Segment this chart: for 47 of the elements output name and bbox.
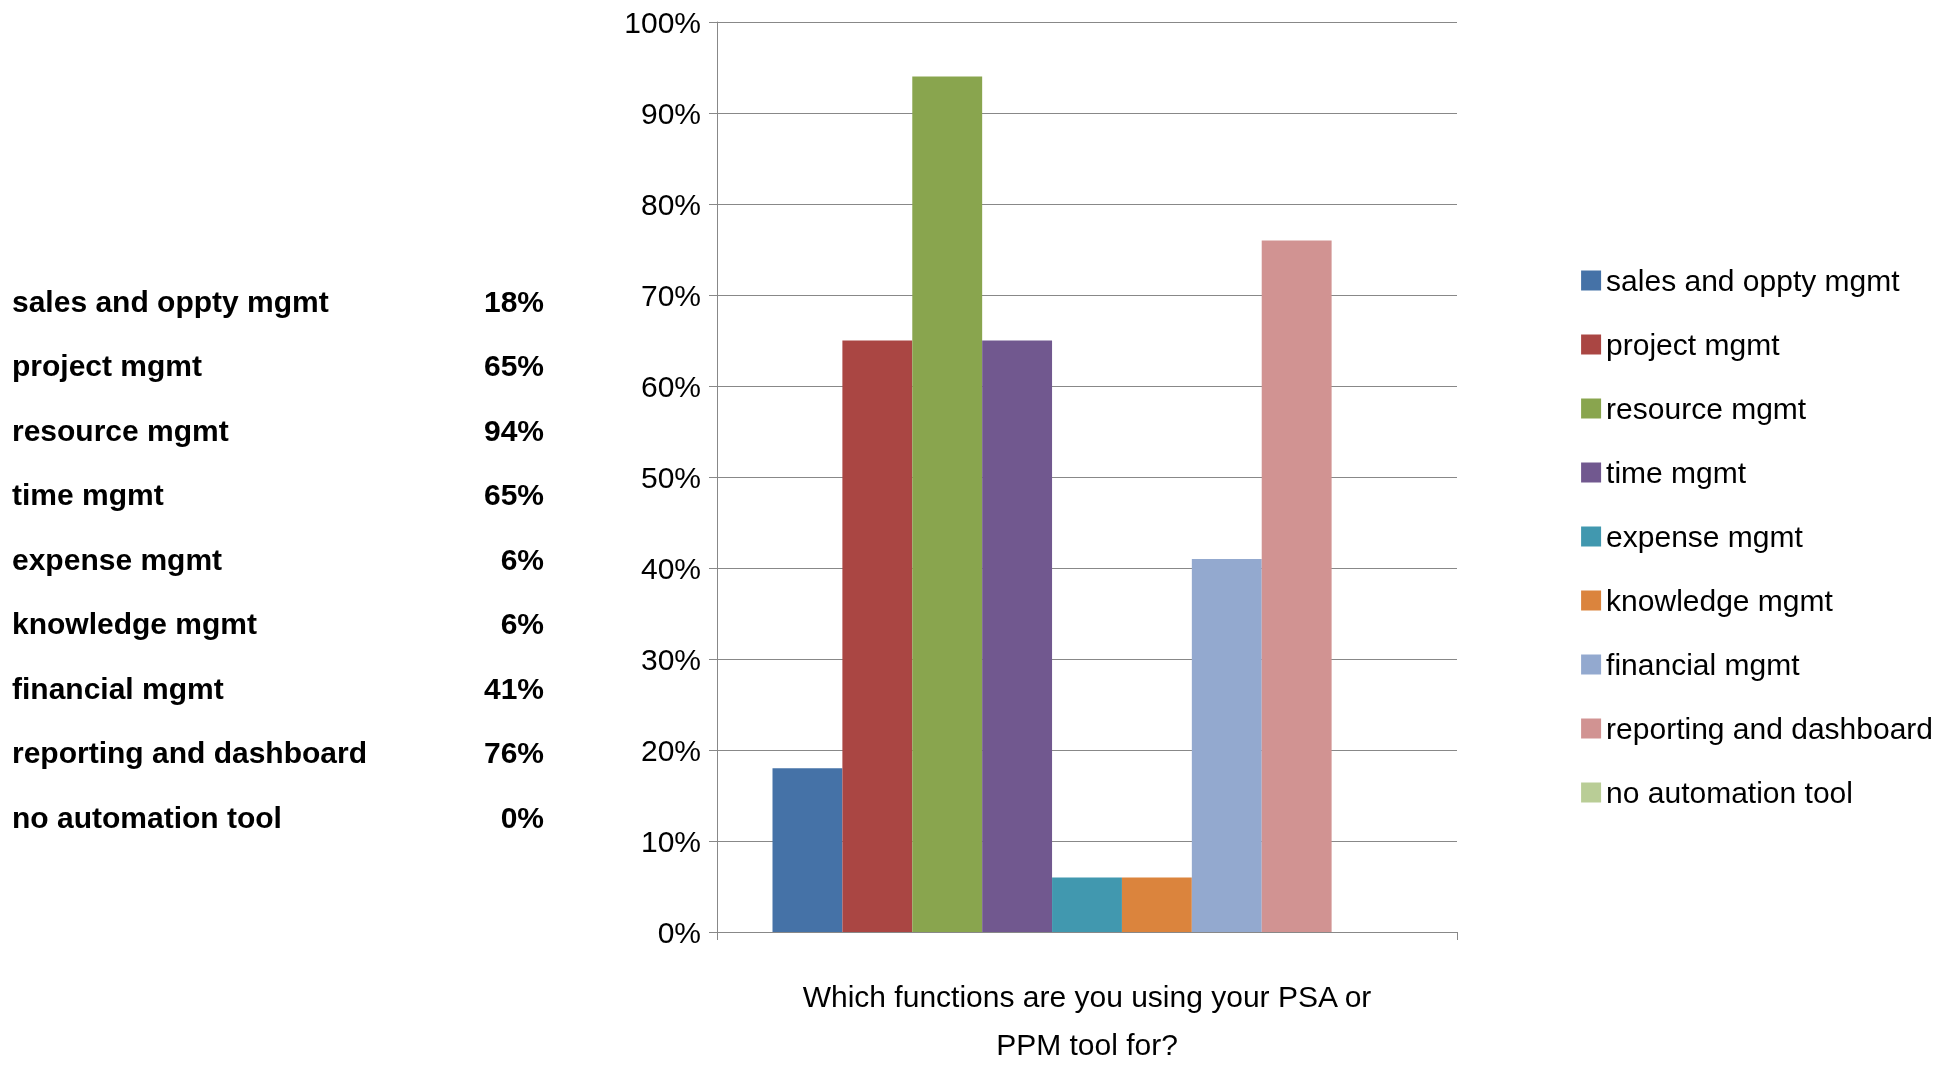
text: sales and oppty mgmt [12,284,329,318]
y-tick-label: 70% [640,278,701,312]
legend-label: knowledge mgmt [1606,584,1834,617]
text: 18% [483,284,544,318]
legend-label: reporting and dashboard [1606,712,1934,745]
text: resource mgmt [12,413,229,447]
y-tick-label: 40% [640,551,701,585]
text: financial mgmt [12,671,224,705]
legend-label: expense mgmt [1606,520,1804,553]
y-tick-label: 60% [640,369,701,403]
text: 65% [483,478,544,511]
y-tick-label: 90% [640,96,701,130]
y-tick-label: 100% [624,5,701,39]
text: 76% [483,736,544,769]
x-axis-title: Which functions are you using your PSA or PPM tool for? [802,979,1372,1061]
text: time mgmt [12,478,164,511]
bar [1191,558,1262,932]
text: knowledge mgmt [12,607,258,640]
legend-label: time mgmt [1606,456,1747,489]
legend-label: financial mgmt [1606,648,1801,681]
text: 0% [500,800,544,834]
bar [1052,877,1122,932]
bar [912,76,983,932]
text: project mgmt [12,349,203,382]
legend-label: no automation tool [1606,776,1853,809]
legend-label: project mgmt [1606,328,1781,361]
text: reporting and dashboard [12,736,368,769]
bar [1261,240,1332,932]
legend-label: sales and oppty mgmt [1606,264,1901,297]
legend-label: resource mgmt [1606,392,1807,425]
y-tick-label: 80% [640,187,701,221]
y-tick-label: 0% [657,915,701,949]
text: 6% [500,542,544,576]
y-tick-label: 20% [640,733,701,767]
bar [772,768,843,932]
bar [982,340,1053,932]
text: 94% [483,413,544,447]
y-tick-label: 50% [640,460,701,494]
text: 65% [483,349,544,382]
y-tick-label: 30% [640,642,701,676]
text: expense mgmt [12,542,223,576]
bar [842,340,913,932]
text: 41% [483,671,544,705]
text: 6% [500,607,544,640]
bar [1121,877,1192,932]
text: no automation tool [12,800,282,834]
y-tick-label: 10% [640,824,701,858]
